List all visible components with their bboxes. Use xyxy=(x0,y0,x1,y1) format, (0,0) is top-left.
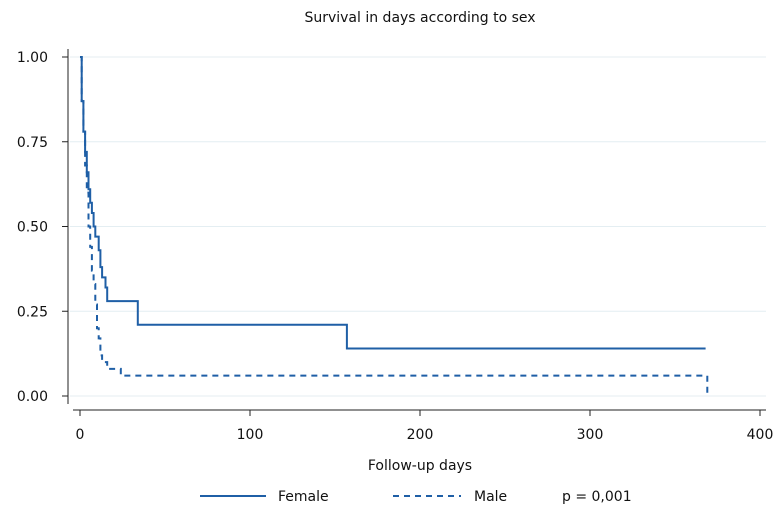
x-tick-label-3: 300 xyxy=(577,427,604,443)
legend-male-label: Male xyxy=(474,489,507,505)
x-tick-label-1: 100 xyxy=(237,427,264,443)
y-tick-label-2: 0.50 xyxy=(17,220,48,236)
legend: Female Male p = 0,001 xyxy=(200,489,632,505)
p-value-annotation: p = 0,001 xyxy=(562,489,632,505)
y-tick-label-3: 0.75 xyxy=(17,135,48,151)
series-line-male xyxy=(80,56,709,396)
x-axis-ticks: 0 100 200 300 400 xyxy=(76,410,774,443)
y-tick-label-4: 1.00 xyxy=(17,50,48,66)
y-tick-label-0: 0.00 xyxy=(17,389,48,405)
gridlines xyxy=(70,56,766,397)
x-tick-label-2: 200 xyxy=(407,427,434,443)
chart-title: Survival in days according to sex xyxy=(304,10,535,26)
series-lines xyxy=(80,56,709,396)
y-axis-ticks: 0.00 0.25 0.50 0.75 1.00 xyxy=(17,50,68,405)
y-tick-label-1: 0.25 xyxy=(17,304,48,320)
legend-female-label: Female xyxy=(278,489,329,505)
x-tick-label-0: 0 xyxy=(76,427,85,443)
x-axis-title: Follow-up days xyxy=(368,458,472,474)
x-tick-label-4: 400 xyxy=(747,427,774,443)
